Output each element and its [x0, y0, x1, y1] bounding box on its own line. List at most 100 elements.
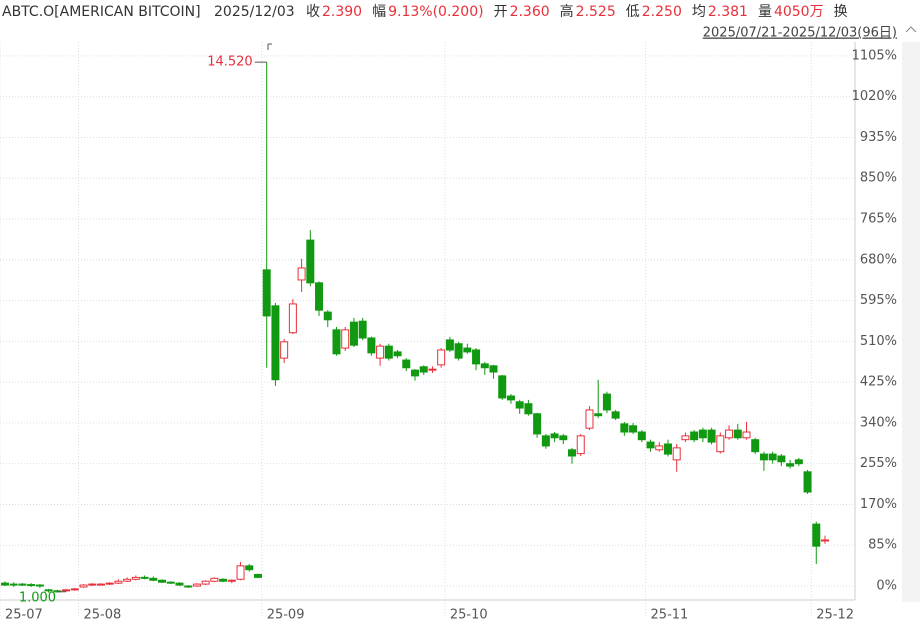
y-tick-label: 765%	[860, 212, 897, 227]
candle-body	[105, 582, 114, 585]
candle-body	[428, 368, 437, 371]
candle-body	[786, 463, 795, 467]
y-tick-label: 510%	[860, 334, 897, 349]
candle-body	[759, 453, 768, 461]
x-tick-label: 25-08	[84, 608, 122, 623]
candle-body	[236, 565, 245, 580]
y-tick-label: 170%	[860, 497, 897, 512]
info-value: 4050万	[774, 4, 824, 20]
x-tick-label: 25-09	[267, 608, 305, 623]
scrollbar[interactable]	[902, 42, 920, 602]
candle-body	[463, 347, 472, 353]
candle-body	[646, 441, 655, 449]
candle-body	[742, 431, 751, 439]
info-label: 量	[758, 4, 772, 20]
candle-body	[18, 583, 27, 586]
candle-body	[358, 320, 367, 339]
info-label: 幅	[372, 4, 386, 20]
candle-body	[725, 429, 734, 439]
candle-body	[533, 413, 542, 435]
candle-body	[445, 339, 454, 351]
candle-body	[149, 577, 158, 581]
candle-body	[70, 588, 79, 591]
candle-body	[262, 269, 271, 317]
candle-body	[79, 584, 88, 588]
candle-body	[655, 445, 664, 451]
candle-body	[515, 401, 524, 409]
x-tick-label: 25-10	[450, 608, 488, 623]
marker	[267, 43, 272, 50]
candle-body	[637, 431, 646, 441]
candle-body	[402, 359, 411, 369]
candle-body	[253, 573, 262, 578]
info-value: 2.390	[322, 4, 362, 20]
candle-body	[96, 583, 105, 586]
candle-body	[576, 435, 585, 455]
candle-body	[44, 589, 53, 592]
range[interactable]: 2025/07/21-2025/12/03(96日)	[703, 26, 897, 41]
info-label: 低	[626, 4, 640, 20]
candle-body	[768, 453, 777, 461]
candle-body	[672, 447, 681, 461]
candle-body	[315, 282, 324, 311]
y-tick-label: 85%	[868, 538, 897, 553]
candle-body	[803, 471, 812, 493]
annotation: 14.520	[207, 55, 253, 70]
candle-body	[341, 329, 350, 349]
candle-body	[620, 423, 629, 433]
info-label: 收	[306, 4, 320, 20]
candle-body	[166, 581, 175, 584]
info-value: 2.381	[708, 4, 748, 20]
candle-body	[506, 395, 515, 401]
x-tick-label: 25-07	[5, 608, 43, 623]
candle-body	[384, 345, 393, 359]
info-value: 2.250	[642, 4, 682, 20]
y-tick-label: 425%	[860, 375, 897, 390]
candle-body	[219, 578, 228, 582]
candle-body	[419, 366, 428, 373]
candle-body	[210, 577, 219, 582]
symbol: ABTC.O[AMERICAN BITCOIN]	[2, 4, 201, 20]
candle-body	[227, 579, 236, 582]
candle-body	[568, 449, 577, 457]
info-value: 2.525	[576, 4, 616, 20]
candle-body	[411, 369, 419, 377]
candle-body	[602, 393, 611, 411]
y-tick-label: 340%	[860, 415, 897, 430]
candle-body	[716, 435, 725, 453]
candle-body	[585, 409, 594, 429]
candle-body	[498, 375, 507, 399]
candle-body	[9, 583, 18, 586]
scroll-up[interactable]	[905, 26, 917, 33]
candle-body	[663, 443, 672, 455]
y-tick-label: 1105%	[852, 48, 897, 63]
candle-body	[271, 305, 280, 381]
x-tick-label: 25-12	[816, 608, 854, 623]
candle-body	[201, 580, 210, 585]
candle-body	[393, 351, 402, 357]
info-label: 开	[494, 4, 508, 20]
candle-body	[323, 311, 332, 321]
candle-body	[821, 539, 829, 542]
candle-body	[524, 403, 533, 415]
candle-body	[280, 341, 289, 359]
y-tick-label: 850%	[860, 171, 897, 186]
candle-body	[751, 439, 760, 453]
candle-body	[35, 584, 44, 587]
candle-body	[559, 435, 568, 441]
candle-body	[306, 239, 315, 284]
candle-body	[332, 329, 341, 355]
candle-body	[454, 343, 463, 359]
candle-body	[480, 363, 489, 369]
candle-body	[541, 435, 550, 447]
candle-body	[245, 565, 254, 571]
candle-body	[288, 303, 297, 334]
info-label: 换	[834, 3, 848, 20]
candle-body	[594, 413, 603, 417]
candle-body	[550, 433, 559, 439]
candle-body	[681, 435, 690, 441]
info-label: 高	[560, 3, 574, 20]
y-tick-label: 935%	[860, 130, 897, 145]
candle-body	[62, 589, 71, 592]
